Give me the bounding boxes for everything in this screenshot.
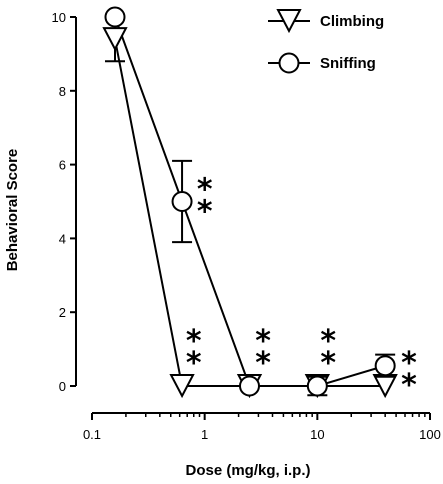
significance-mark: *: [320, 346, 336, 381]
significance-mark: *: [401, 368, 417, 403]
y-tick-label: 8: [59, 84, 66, 99]
significance-mark: *: [401, 346, 417, 381]
series-climbing: [114, 38, 386, 387]
data-point: [102, 27, 128, 52]
significance-mark: *: [255, 324, 271, 359]
series-line: [114, 38, 386, 387]
legend-marker: [278, 52, 300, 74]
series-sniffing: [114, 16, 386, 387]
y-tick-label: 2: [59, 305, 66, 320]
axes: 0 2 4 6 8 10 0.1 1 10 100: [52, 10, 441, 442]
significance-mark: *: [197, 173, 213, 208]
series-line: [114, 16, 386, 387]
data-point: [104, 6, 126, 28]
data-point: [171, 191, 193, 212]
y-tick-label: 6: [59, 158, 66, 173]
x-tick-label: 0.1: [83, 427, 101, 442]
legend-label: Sniffing: [320, 55, 376, 72]
data-point: [169, 374, 195, 399]
legend: Climbing Sniffing: [268, 9, 384, 74]
significance-mark: *: [255, 346, 271, 381]
x-tick-label: 1: [201, 427, 208, 442]
y-tick-label: 0: [59, 379, 66, 394]
data-point: [306, 375, 328, 397]
y-tick-label: 10: [52, 10, 66, 25]
legend-marker: [276, 9, 302, 34]
annotation-layer: ******** **: [186, 173, 417, 403]
legend-label: Climbing: [320, 13, 384, 30]
x-axis-title: Dose (mg/kg, i.p.): [185, 462, 310, 479]
legend-item-sniffing: Sniffing: [268, 52, 376, 74]
x-tick-label: 100: [419, 427, 441, 442]
series-layer: [102, 6, 398, 399]
significance-mark: *: [186, 324, 202, 359]
significance-mark: *: [320, 324, 336, 359]
x-tick-label: 10: [310, 427, 324, 442]
y-axis-title: Behavioral Score: [4, 149, 21, 272]
y-tick-label: 4: [59, 231, 66, 246]
legend-item-climbing: Climbing: [268, 9, 384, 34]
data-point: [239, 375, 261, 397]
significance-mark: *: [197, 195, 213, 230]
series-markers-sniffing: [104, 6, 396, 397]
data-point: [374, 355, 396, 377]
significance-mark: *: [186, 346, 202, 381]
